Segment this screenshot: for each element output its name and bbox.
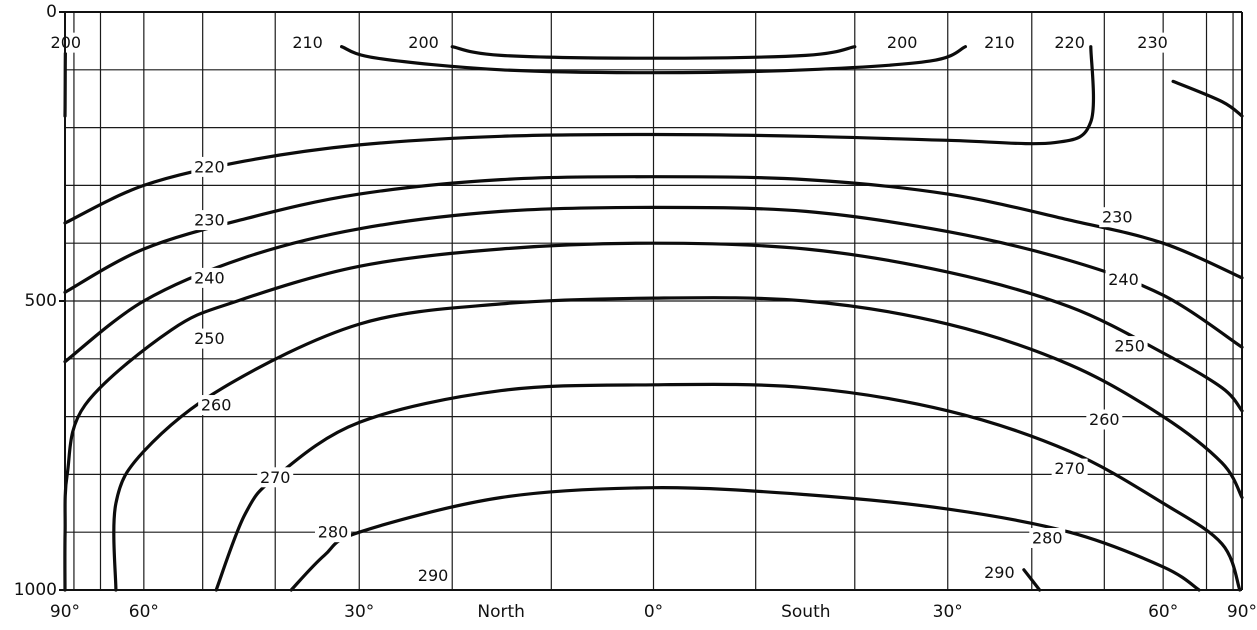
- contour-label-background: [1111, 336, 1148, 357]
- x-tick-label: 90°: [50, 602, 80, 622]
- y-tick-label: 0: [46, 2, 57, 22]
- contour-label-background: [1105, 269, 1142, 290]
- contour-label: 230: [1102, 208, 1133, 227]
- contour-label: 280: [318, 523, 349, 542]
- contour-line-240: [63, 205, 1244, 364]
- contour-line-290: [1022, 568, 1042, 592]
- contour-label: 260: [1089, 410, 1120, 429]
- contour-label-background: [1051, 32, 1088, 53]
- contour-label: 240: [1108, 270, 1139, 289]
- contour-label: 230: [194, 211, 225, 230]
- contour-label: 220: [1054, 33, 1085, 52]
- contour-label: 280: [1032, 528, 1063, 547]
- contour-line-260: [112, 296, 1244, 592]
- contour-label: 260: [201, 396, 232, 415]
- x-tick-label: 30°: [933, 602, 963, 622]
- contour-label: 200: [408, 33, 439, 52]
- contour-label: 210: [984, 33, 1015, 52]
- contour-line-200: [450, 45, 857, 60]
- contour-label-background: [981, 32, 1018, 53]
- contour-label: 210: [292, 33, 323, 52]
- contour-label: 200: [887, 33, 918, 52]
- plot-frame: [59, 11, 1243, 591]
- contour-labels: 2002102002002102202302202302302402402502…: [47, 32, 1171, 586]
- contour-line-210: [340, 45, 967, 75]
- x-tick-label: 0°: [644, 602, 663, 622]
- x-tick-label: 60°: [129, 602, 159, 622]
- contour-label-background: [1134, 32, 1171, 53]
- contour-line-230: [1171, 79, 1244, 118]
- contour-label-background: [1099, 207, 1136, 228]
- contour-line-250: [63, 241, 1244, 592]
- contour-label-background: [314, 522, 351, 543]
- y-axis-tick-labels: 0 500 1000: [14, 2, 57, 600]
- contour-label-background: [191, 267, 228, 288]
- contour-label: 230: [1137, 33, 1168, 52]
- x-tick-label: 30°: [344, 602, 374, 622]
- y-tick-label: 1000: [14, 580, 57, 600]
- contour-label-background: [191, 328, 228, 349]
- contour-label: 240: [194, 268, 225, 287]
- x-tick-label: North: [477, 602, 525, 622]
- contour-label-background: [405, 32, 442, 53]
- contour-label-background: [1086, 409, 1123, 430]
- contour-label: 270: [260, 468, 291, 487]
- contour-label: 220: [194, 157, 225, 176]
- contour-line-280: [289, 486, 1201, 592]
- x-tick-label: South: [781, 602, 830, 622]
- y-tick-label: 500: [25, 291, 57, 311]
- contour-label-background: [884, 32, 921, 53]
- x-tick-label: 60°: [1148, 602, 1178, 622]
- x-axis-tick-labels: 90° 60° 30° North 0° South 30° 60° 90°: [50, 602, 1257, 622]
- contour-label-background: [415, 565, 452, 586]
- contour-label: 290: [984, 563, 1015, 582]
- contour-label-background: [198, 395, 235, 416]
- contour-lines: [63, 45, 1244, 592]
- contour-label-background: [191, 156, 228, 177]
- contour-line-270: [214, 382, 1242, 592]
- contour-label: 290: [418, 566, 449, 585]
- contour-label-background: [1051, 458, 1088, 479]
- contour-label-background: [289, 32, 326, 53]
- contour-line-230: [63, 175, 1244, 294]
- contour-label-background: [1029, 527, 1066, 548]
- contour-label-background: [981, 562, 1018, 583]
- contour-label: 250: [194, 329, 225, 348]
- x-tick-label: 90°: [1227, 602, 1257, 622]
- grid: [65, 12, 1242, 590]
- contour-label-background: [191, 210, 228, 231]
- contour-label: 270: [1054, 459, 1085, 478]
- contour-label: 250: [1114, 337, 1145, 356]
- contour-label-background: [257, 467, 294, 488]
